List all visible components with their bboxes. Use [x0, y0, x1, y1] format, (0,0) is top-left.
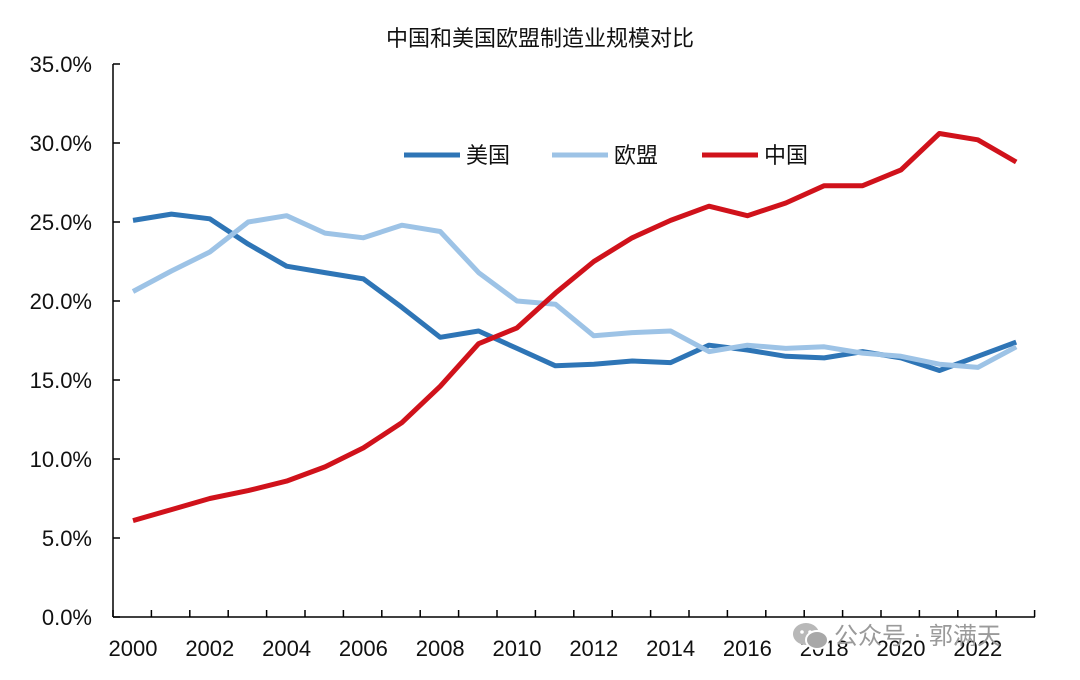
axes	[112, 63, 1036, 618]
x-tick-label: 2000	[109, 636, 158, 661]
watermark-text: 公众号 · 郭满天	[834, 622, 1001, 650]
x-tick-label: 2006	[339, 636, 388, 661]
legend-label-2: 中国	[764, 144, 808, 169]
x-tick-label: 2012	[569, 636, 618, 661]
x-tick-label: 2004	[262, 636, 311, 661]
y-tick-label: 0.0%	[42, 605, 92, 630]
y-tick-label: 10.0%	[30, 447, 92, 472]
x-axis-labels: 2000 2002 2004 2006 2008 2010 2012 2014 2016 2018…	[109, 636, 1003, 661]
series-line-1	[131, 213, 1018, 370]
x-tick-label: 2002	[185, 636, 234, 661]
y-tick-label: 30.0%	[30, 131, 92, 156]
x-tick-label: 2016	[723, 636, 772, 661]
x-tick-label: 2020	[877, 636, 926, 661]
x-tick-label: 2010	[493, 636, 542, 661]
legend-label-0: 美国	[466, 144, 510, 169]
watermark: 公众号 · 郭满天	[793, 622, 1001, 650]
y-tick-label: 20.0%	[30, 289, 92, 314]
y-tick-label: 5.0%	[42, 526, 92, 551]
legend: 美国 欧盟 中国	[404, 144, 808, 169]
x-tick-label: 2008	[416, 636, 465, 661]
y-tick-label: 25.0%	[30, 210, 92, 235]
series-lines	[131, 131, 1018, 524]
y-tick-label: 15.0%	[30, 368, 92, 393]
series-line-0	[132, 211, 1018, 373]
legend-label-1: 欧盟	[614, 144, 658, 169]
wechat-icon	[793, 623, 829, 650]
series-line-2	[132, 131, 1018, 524]
y-tick-label: 35.0%	[30, 52, 92, 77]
x-tick-label: 2014	[646, 636, 695, 661]
x-tick-label: 2022	[953, 636, 1002, 661]
y-axis-labels: 0.0% 5.0% 10.0% 15.0% 20.0% 25.0% 30.0% 35.0%	[30, 52, 92, 630]
chart-title: 中国和美国欧盟制造业规模对比	[386, 27, 694, 52]
